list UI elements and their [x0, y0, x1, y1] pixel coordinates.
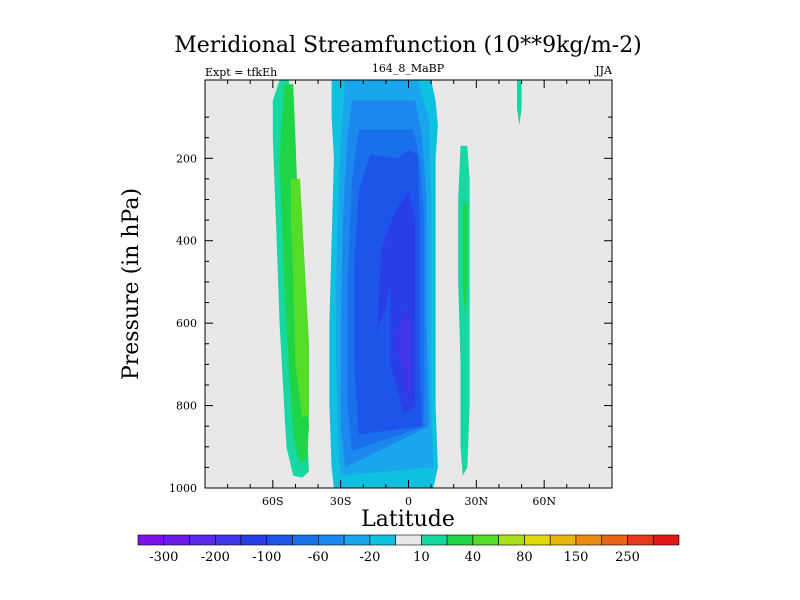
contour-region-5 [517, 80, 522, 126]
colorbar-swatch [240, 534, 268, 546]
experiment-label: Expt = tfkEh [205, 66, 277, 79]
colorbar-swatch [292, 534, 319, 546]
colorbar-swatch [266, 534, 293, 546]
colorbar-swatch [189, 534, 216, 546]
case-label: 164_8_MaBP [372, 62, 445, 75]
colorbar-swatch [421, 534, 448, 546]
y-axis-label: Pressure (in hPa) [119, 188, 144, 380]
colorbar-swatch [369, 534, 396, 546]
colorbar-swatch [163, 534, 190, 546]
colorbar-swatch [601, 534, 628, 546]
y-tick-label: 1000 [169, 482, 197, 495]
colorbar-swatch [446, 534, 474, 546]
colorbar-swatch [214, 534, 242, 546]
colorbar-swatch [627, 534, 654, 546]
colorbar-swatch [137, 534, 165, 546]
x-tick-label: 0 [405, 495, 412, 508]
y-tick-label: 600 [176, 317, 197, 330]
colorbar-label: 150 [564, 550, 589, 565]
colorbar-swatch [652, 534, 680, 546]
x-axis-label: Latitude [361, 507, 455, 532]
chart-title: Meridional Streamfunction (10**9kg/m-2) [174, 33, 642, 58]
colorbar-swatch [524, 534, 551, 546]
x-tick-label: 30N [465, 495, 489, 508]
contour-region-2 [290, 178, 309, 418]
x-axis: 60S 30S 0 30N 60N [204, 80, 613, 508]
colorbar-label: 10 [413, 550, 430, 565]
colorbar-label: -60 [308, 550, 329, 565]
colorbar-swatch [343, 534, 371, 546]
colorbar-label: -200 [201, 550, 230, 565]
colorbar-swatch [472, 534, 499, 546]
colorbar-label: 40 [465, 550, 482, 565]
colorbar-label: -100 [252, 550, 281, 565]
colorbar-swatch [395, 534, 422, 546]
colorbar-label: 80 [516, 550, 533, 565]
colorbar: -300 -200 -100 -60 -20 10 40 80 150 250 [137, 534, 680, 565]
colorbar-swatch [318, 534, 345, 546]
contour-region-4 [462, 203, 468, 315]
x-tick-label: 30S [330, 495, 352, 508]
colorbar-label: 250 [615, 550, 640, 565]
x-tick-label: 60S [262, 495, 284, 508]
y-axis: 200 400 600 800 1000 [169, 116, 612, 495]
y-tick-label: 400 [176, 235, 197, 248]
season-label: JJA [594, 64, 613, 77]
y-tick-label: 800 [176, 400, 197, 413]
x-tick-label: 60N [532, 495, 556, 508]
y-tick-label: 200 [176, 152, 197, 165]
contour-regions [272, 80, 522, 488]
colorbar-swatch [549, 534, 577, 546]
colorbar-label: -300 [149, 550, 178, 565]
colorbar-swatch [498, 534, 525, 546]
colorbar-swatch [575, 534, 603, 546]
contour-region-13 [394, 306, 411, 398]
colorbar-label: -20 [359, 550, 380, 565]
